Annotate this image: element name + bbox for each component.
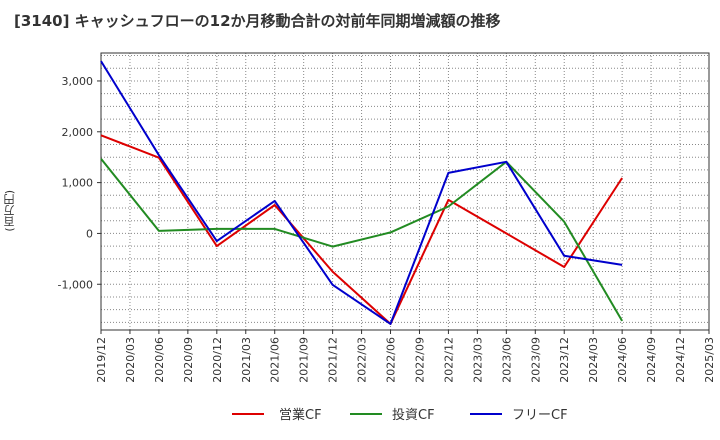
x-tick-label: 2020/06 [153,337,166,383]
series-lines [100,60,623,325]
x-tick-label: 2021/12 [327,337,340,383]
x-tick-label: 2023/09 [529,337,542,383]
series-line-投資CF [100,158,623,322]
x-tick-label: 2020/09 [182,337,195,383]
x-tick-label: 2020/12 [211,337,224,383]
chart-title: [3140] キャッシュフローの12か月移動合計の対前年同期増減額の推移 [14,12,501,30]
plot-area-frame [100,52,710,331]
y-axis-ticks: -1,000 0 1,000 2,000 3,000 [58,75,101,291]
y-tick-label: -1,000 [58,278,93,291]
x-tick-label: 2022/03 [356,337,369,383]
legend-label: 営業CF [279,407,322,423]
series-line-フリーCF [100,60,623,325]
legend: 営業CF 投資CF フリーCF [232,407,568,423]
x-tick-label: 2023/12 [558,337,571,383]
x-tick-label: 2019/12 [95,337,108,383]
x-tick-label: 2022/12 [442,337,455,383]
x-tick-label: 2024/12 [674,337,687,383]
grid [101,53,709,330]
x-tick-label: 2021/09 [298,337,311,383]
x-tick-label: 2024/03 [587,337,600,383]
x-tick-label: 2025/03 [703,337,716,383]
x-tick-label: 2023/06 [500,337,513,383]
x-tick-label: 2023/03 [471,337,484,383]
y-tick-label: 2,000 [62,126,94,139]
legend-label: フリーCF [512,408,568,423]
y-tick-label: 3,000 [62,75,94,88]
y-tick-label: 1,000 [62,177,94,190]
x-tick-label: 2021/03 [240,337,253,383]
x-tick-label: 2022/09 [413,337,426,383]
y-tick-label: 0 [86,227,93,240]
x-tick-label: 2024/06 [616,337,629,383]
x-tick-label: 2021/06 [269,337,282,383]
x-axis-ticks: 2019/12 2020/03 2020/06 2020/09 2020/12 2021/… [95,330,716,383]
x-tick-label: 2020/03 [124,337,137,383]
x-tick-label: 2022/06 [385,337,398,383]
legend-label: 投資CF [392,407,435,423]
series-line-営業CF [100,134,623,325]
x-tick-label: 2024/09 [645,337,658,383]
